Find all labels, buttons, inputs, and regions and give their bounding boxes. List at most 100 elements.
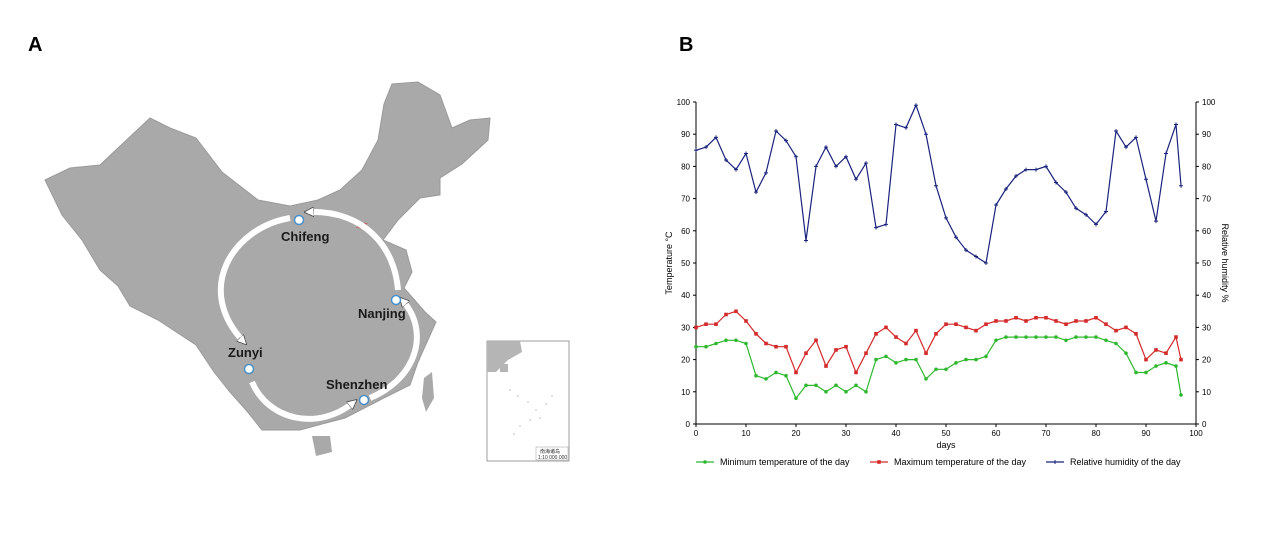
- data-point-humidity: [784, 138, 788, 143]
- data-point-humidity: [1174, 122, 1178, 127]
- data-point-humidity: [1024, 167, 1028, 172]
- data-point-min-temp: [1179, 393, 1183, 397]
- legend-label-2: Relative humidity of the day: [1070, 457, 1181, 467]
- data-point-max-temp: [1094, 315, 1098, 320]
- data-point-max-temp: [874, 332, 878, 336]
- data-point-min-temp: [724, 338, 728, 343]
- data-point-min-temp: [964, 357, 968, 362]
- data-point-humidity: [964, 248, 968, 253]
- x-axis-title: days: [936, 440, 956, 450]
- data-point-min-temp: [704, 344, 708, 349]
- inset-scale: 1:10 000 000: [538, 455, 567, 461]
- legend-marker-2: [1053, 460, 1057, 464]
- data-point-max-temp: [844, 344, 848, 349]
- data-point-max-temp: [1144, 357, 1148, 362]
- data-point-max-temp: [924, 351, 928, 355]
- data-point-humidity: [1144, 177, 1148, 182]
- data-point-humidity: [874, 225, 878, 230]
- south-china-sea-inset: 南海诸岛 1:10 000 000: [486, 340, 570, 462]
- x-tick-label: 100: [1189, 429, 1203, 438]
- y-axis-title-left: Temperature °C: [664, 231, 674, 295]
- city-marker-chifeng: [293, 214, 305, 226]
- data-point-min-temp: [1054, 335, 1058, 339]
- y-tick-label-left: 50: [681, 259, 690, 268]
- data-point-humidity: [1154, 219, 1158, 224]
- x-tick-label: 10: [742, 429, 751, 438]
- data-point-min-temp: [1094, 335, 1098, 339]
- taiwan-shape: [422, 372, 434, 412]
- y-tick-label-left: 30: [681, 323, 690, 332]
- data-point-max-temp: [1174, 335, 1178, 339]
- data-point-humidity: [804, 238, 808, 243]
- data-point-humidity: [734, 167, 738, 172]
- route-arrow-nanjing-chifeng: [308, 212, 401, 291]
- inset-title: 南海诸岛: [540, 448, 560, 455]
- data-point-humidity: [694, 148, 698, 153]
- data-point-max-temp: [784, 344, 788, 349]
- data-point-min-temp: [754, 373, 758, 378]
- data-point-min-temp: [1084, 335, 1088, 339]
- data-point-max-temp: [854, 370, 858, 375]
- data-point-min-temp: [984, 354, 988, 359]
- y-tick-label-left: 40: [681, 291, 690, 300]
- data-point-humidity: [704, 145, 708, 150]
- data-point-humidity: [894, 122, 898, 127]
- data-point-min-temp: [1164, 361, 1168, 365]
- y-tick-label-right: 30: [1202, 323, 1211, 332]
- y-tick-label-right: 100: [1202, 98, 1216, 107]
- y-tick-label-right: 80: [1202, 162, 1211, 171]
- data-point-humidity: [864, 161, 868, 166]
- data-point-min-temp: [974, 357, 978, 362]
- y-tick-label-left: 80: [681, 162, 690, 171]
- data-point-min-temp: [804, 383, 808, 388]
- data-point-min-temp: [1134, 370, 1138, 375]
- data-point-min-temp: [1154, 364, 1158, 368]
- data-point-max-temp: [1124, 325, 1128, 330]
- data-point-max-temp: [864, 351, 868, 355]
- series-line-2: [695, 103, 1182, 264]
- city-label-chifeng: Chifeng: [281, 229, 329, 244]
- city-marker-zunyi: [243, 363, 255, 375]
- data-point-min-temp: [1064, 338, 1068, 343]
- data-point-humidity: [1124, 145, 1128, 150]
- data-point-humidity: [944, 215, 948, 220]
- data-point-max-temp: [1074, 319, 1078, 323]
- data-point-humidity: [1014, 174, 1018, 179]
- data-point-min-temp: [794, 396, 798, 401]
- y-tick-label-left: 90: [681, 130, 690, 139]
- data-point-humidity: [764, 170, 768, 175]
- data-point-max-temp: [984, 322, 988, 326]
- data-point-max-temp: [894, 335, 898, 339]
- data-point-min-temp: [1014, 335, 1018, 339]
- data-point-min-temp: [1034, 335, 1038, 339]
- data-point-min-temp: [1144, 370, 1148, 375]
- data-point-humidity: [834, 164, 838, 169]
- data-point-max-temp: [914, 328, 918, 333]
- data-point-min-temp: [714, 341, 718, 346]
- y-tick-label-left: 60: [681, 227, 690, 236]
- data-point-max-temp: [774, 344, 778, 349]
- data-point-max-temp: [804, 351, 808, 355]
- data-point-min-temp: [994, 338, 998, 343]
- data-point-humidity: [954, 235, 958, 240]
- x-tick-label: 30: [842, 429, 851, 438]
- data-point-min-temp: [844, 390, 848, 394]
- x-tick-label: 0: [694, 429, 699, 438]
- data-point-max-temp: [954, 322, 958, 326]
- data-point-max-temp: [994, 319, 998, 323]
- data-point-humidity: [1164, 151, 1168, 156]
- data-point-min-temp: [914, 357, 918, 362]
- data-point-min-temp: [764, 377, 768, 381]
- data-point-min-temp: [1074, 335, 1078, 339]
- data-point-max-temp: [1034, 315, 1038, 320]
- city-label-shenzhen: Shenzhen: [326, 377, 387, 392]
- data-point-max-temp: [1054, 319, 1058, 323]
- data-point-min-temp: [1044, 335, 1048, 339]
- legend-label-1: Maximum temperature of the day: [894, 457, 1027, 467]
- data-point-humidity: [1104, 209, 1108, 214]
- city-label-zunyi: Zunyi: [228, 345, 263, 360]
- y-axis-title-right: Relative humidity %: [1220, 223, 1230, 302]
- data-point-max-temp: [1004, 319, 1008, 323]
- panel-a-label: A: [28, 34, 43, 56]
